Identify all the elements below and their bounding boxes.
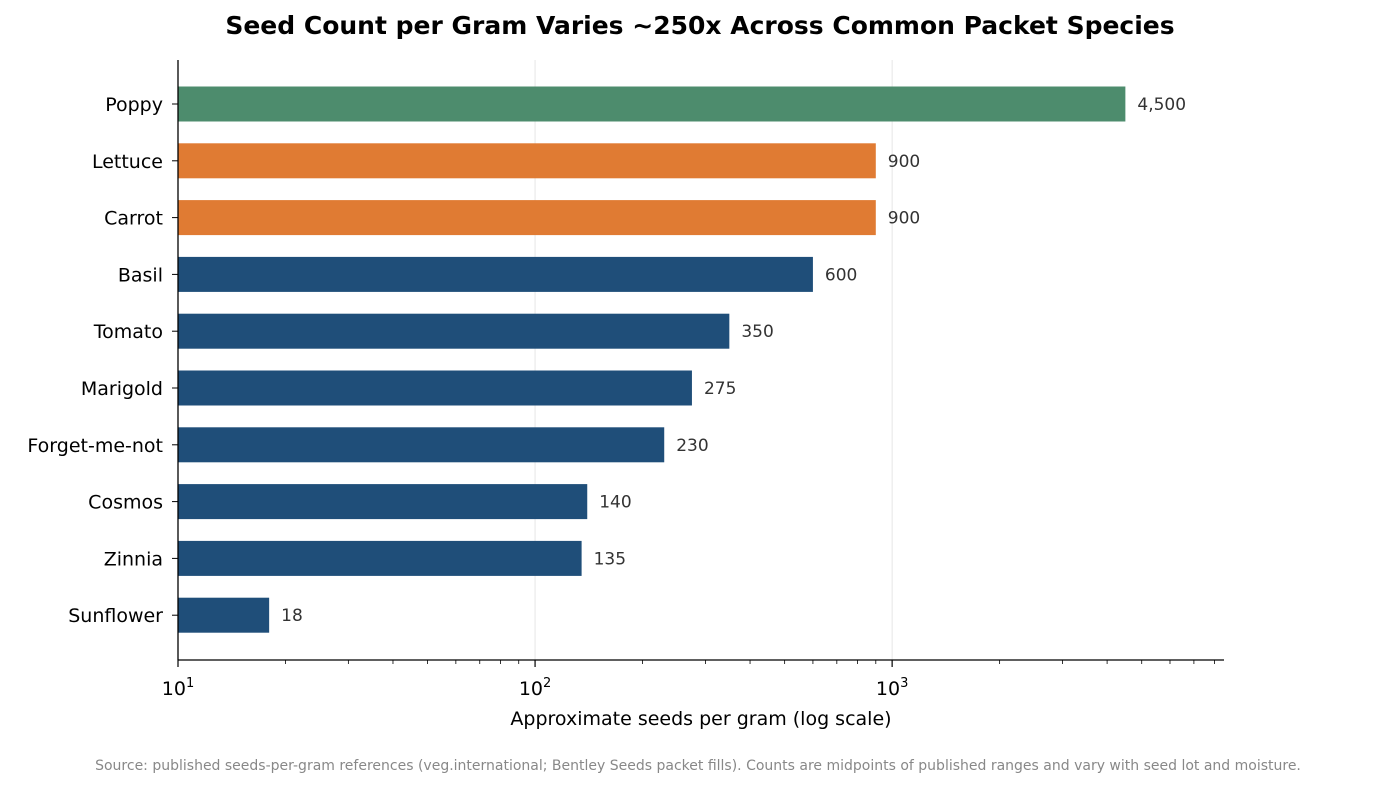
bar-tomato	[178, 313, 730, 349]
bar-carrot	[178, 200, 876, 236]
bar-zinnia	[178, 540, 582, 576]
category-label: Sunflower	[68, 605, 163, 627]
category-label: Tomato	[93, 321, 163, 343]
value-label: 600	[825, 265, 857, 285]
category-label: Basil	[118, 264, 163, 286]
x-tick-label: 101	[162, 676, 194, 700]
category-label: Marigold	[81, 378, 163, 400]
x-tick-label: 103	[876, 676, 908, 700]
x-tick-label: 102	[519, 676, 551, 700]
labels: 4,500 Poppy 900 Lettuce 900 Carrot 600 Basil 350…	[27, 94, 1186, 627]
value-label: 4,500	[1137, 95, 1186, 115]
category-label: Lettuce	[92, 151, 163, 173]
bar-poppy	[178, 86, 1126, 122]
bar-sunflower	[178, 597, 270, 633]
category-label: Zinnia	[104, 548, 163, 570]
value-label: 140	[599, 493, 631, 513]
chart-title: Seed Count per Gram Varies ~250x Across …	[225, 11, 1174, 40]
bar-forget-me-not	[178, 427, 665, 463]
value-label: 135	[594, 549, 626, 569]
bar-basil	[178, 256, 813, 292]
bar-marigold	[178, 370, 692, 406]
bars	[178, 86, 1126, 633]
category-label: Carrot	[104, 208, 163, 230]
value-label: 275	[704, 379, 736, 399]
category-label: Poppy	[105, 94, 163, 116]
axes: 101 102 103	[162, 60, 1224, 700]
bar-lettuce	[178, 143, 876, 179]
value-label: 230	[676, 436, 708, 456]
bar-cosmos	[178, 484, 588, 520]
value-label: 18	[281, 606, 303, 626]
x-axis-title: Approximate seeds per gram (log scale)	[510, 708, 891, 730]
source-note: Source: published seeds-per-gram referen…	[95, 758, 1301, 774]
value-label: 900	[888, 209, 920, 229]
category-label: Cosmos	[88, 492, 163, 514]
category-label: Forget-me-not	[27, 435, 163, 457]
value-label: 900	[888, 152, 920, 172]
value-label: 350	[741, 322, 773, 342]
